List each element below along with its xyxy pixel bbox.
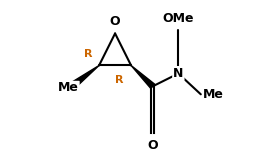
Text: R: R (84, 49, 92, 59)
Text: N: N (173, 67, 183, 80)
Polygon shape (70, 66, 99, 89)
Text: O: O (147, 139, 158, 152)
Text: R: R (115, 75, 123, 85)
Text: O: O (110, 15, 120, 28)
Text: OMe: OMe (163, 12, 194, 25)
Text: Me: Me (58, 81, 79, 94)
Text: Me: Me (203, 88, 223, 101)
Polygon shape (131, 66, 155, 88)
